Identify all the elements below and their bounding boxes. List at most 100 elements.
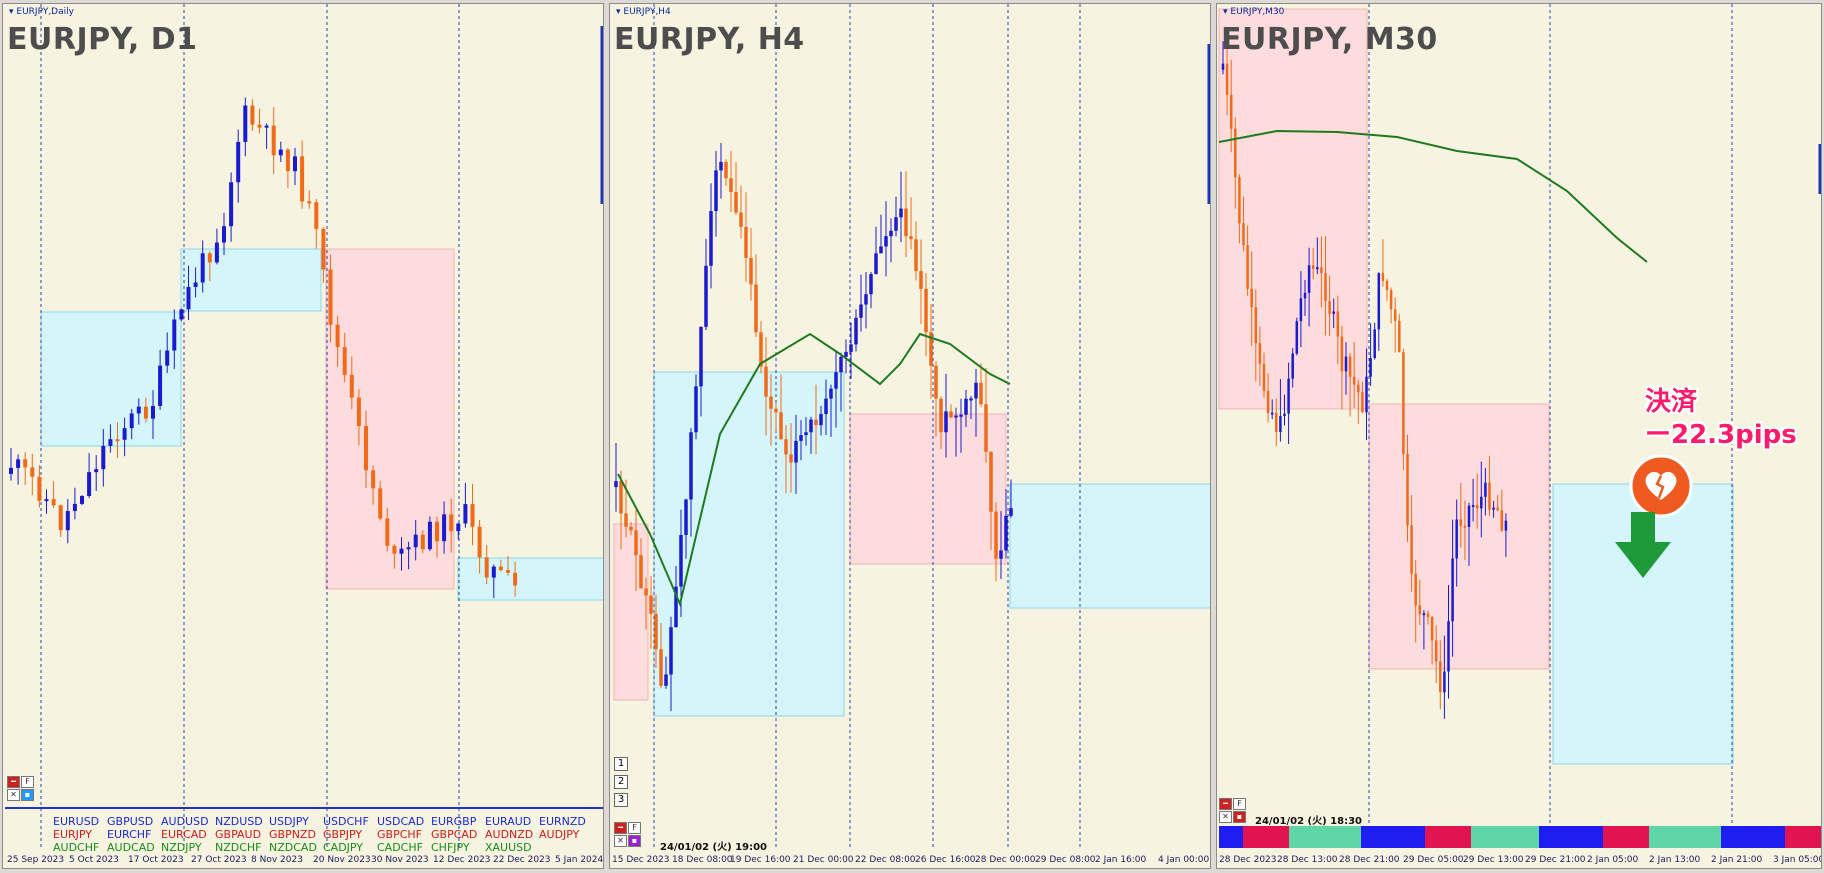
candle-body <box>714 170 718 212</box>
currency-pair-link[interactable]: NZDCAD <box>269 841 317 854</box>
candle-body <box>136 406 141 414</box>
square-toggle-button[interactable]: ▪ <box>628 835 641 847</box>
price-chart-h4[interactable] <box>610 4 1211 869</box>
candle-body <box>1270 412 1274 415</box>
candle-body <box>1357 384 1360 393</box>
currency-pair-link[interactable]: AUDUSD <box>161 815 209 828</box>
currency-pair-link[interactable]: GBPUSD <box>107 815 154 828</box>
currency-pair-link[interactable]: NZDJPY <box>161 841 202 854</box>
candle-body <box>1299 298 1303 322</box>
chart-panel-d1[interactable]: ▾ EURJPY,Daily EURJPY, D1 ━ F ✕ ▪ EURUSD… <box>2 3 604 869</box>
f-button[interactable]: F <box>628 822 641 834</box>
price-chart-d1[interactable] <box>3 4 604 869</box>
currency-pair-link[interactable]: EURNZD <box>539 815 586 828</box>
template-button-1[interactable]: 1 <box>614 757 628 771</box>
session-segment <box>1219 826 1243 848</box>
candle-body <box>108 439 113 446</box>
candle-body <box>1422 613 1426 616</box>
candle-body <box>1414 573 1417 606</box>
candle-body <box>420 534 425 550</box>
template-button-3[interactable]: 3 <box>614 793 628 807</box>
bar-timestamp: 24/01/02 (火) 18:30 <box>1255 816 1362 827</box>
candle-body <box>1229 94 1233 129</box>
minimize-icon[interactable]: ━ <box>7 776 20 788</box>
candle-body <box>1291 353 1294 379</box>
currency-pair-link[interactable]: AUDCHF <box>53 841 100 854</box>
currency-pair-link[interactable]: CADJPY <box>323 841 364 854</box>
currency-pair-link[interactable]: USDCAD <box>377 815 425 828</box>
currency-pair-link[interactable]: CHFJPY <box>431 841 470 854</box>
candle-body <box>804 432 808 436</box>
candle-body <box>513 572 518 586</box>
time-axis-label: 29 Dec 08:00 <box>1035 855 1096 865</box>
time-axis-label: 2 Jan 13:00 <box>1649 855 1701 865</box>
zone-box <box>325 248 455 590</box>
currency-pair-link[interactable]: EURCHF <box>107 828 152 841</box>
candle-body <box>1439 661 1442 693</box>
currency-pair-link[interactable]: EURGBP <box>431 815 477 828</box>
template-button-2[interactable]: 2 <box>614 775 628 789</box>
currency-pair-link[interactable]: EURCAD <box>161 828 207 841</box>
candle-body <box>342 347 347 375</box>
candle-body <box>122 428 127 440</box>
candle-body <box>729 178 733 193</box>
session-segment <box>1361 826 1425 848</box>
square-toggle-button[interactable]: ▪ <box>1233 811 1246 823</box>
dropdown-icon[interactable]: ▾ <box>616 7 621 17</box>
currency-pair-link[interactable]: EURUSD <box>53 815 100 828</box>
chart-panel-m30[interactable]: ▾ EURJPY,M30 EURJPY, M30 ━ F ✕ ▪ 24/01/0… <box>1216 3 1822 869</box>
time-axis-label: 15 Dec 2023 <box>612 855 670 865</box>
candle-body <box>944 411 948 433</box>
minimize-icon[interactable]: ━ <box>1219 798 1232 810</box>
broken-heart-icon <box>1629 454 1693 518</box>
currency-pair-link[interactable]: USDCHF <box>323 815 369 828</box>
candle-body <box>649 595 653 614</box>
candle-body <box>1393 309 1397 321</box>
candle-body <box>854 317 858 345</box>
session-segment <box>1603 826 1649 848</box>
minimize-icon[interactable]: ━ <box>614 822 627 834</box>
close-icon[interactable]: ✕ <box>1219 811 1232 823</box>
zone-box <box>457 557 603 601</box>
f-button[interactable]: F <box>21 776 34 788</box>
currency-pair-link[interactable]: AUDCAD <box>107 841 155 854</box>
currency-pair-link[interactable]: EURJPY <box>53 828 92 841</box>
currency-pair-link[interactable]: AUDNZD <box>485 828 534 841</box>
candle-body <box>1262 363 1266 391</box>
candle-body <box>1459 519 1463 526</box>
square-toggle-button[interactable]: ▪ <box>21 789 34 801</box>
candle-body <box>1463 525 1467 528</box>
currency-pair-link[interactable]: XAUUSD <box>485 841 532 854</box>
currency-pair-link[interactable]: CADCHF <box>377 841 423 854</box>
currency-pair-link[interactable]: AUDJPY <box>539 828 580 841</box>
currency-pair-link[interactable] <box>539 841 593 854</box>
time-axis-label: 2 Jan 16:00 <box>1095 855 1147 865</box>
candle-body <box>335 324 340 348</box>
f-button[interactable]: F <box>1233 798 1246 810</box>
window-title-text: EURJPY,Daily <box>16 7 74 17</box>
close-icon[interactable]: ✕ <box>614 835 627 847</box>
currency-pair-link[interactable]: GBPCAD <box>431 828 478 841</box>
currency-pair-link[interactable]: GBPCHF <box>377 828 422 841</box>
dropdown-icon[interactable]: ▾ <box>9 7 14 17</box>
candle-body <box>1455 519 1458 559</box>
candle-body <box>307 201 312 204</box>
currency-pair-link[interactable]: EURAUD <box>485 815 532 828</box>
candle-body <box>724 161 728 179</box>
candle-body <box>371 470 376 489</box>
candle-body <box>1283 413 1286 417</box>
dropdown-icon[interactable]: ▾ <box>1223 7 1228 17</box>
candle-body <box>934 365 938 399</box>
currency-pair-link[interactable]: GBPNZD <box>269 828 316 841</box>
currency-pair-link[interactable]: GBPJPY <box>323 828 363 841</box>
price-chart-m30[interactable] <box>1217 4 1822 869</box>
close-icon[interactable]: ✕ <box>7 789 20 801</box>
candle-body <box>214 242 219 263</box>
chart-panel-h4[interactable]: ▾ EURJPY,H4 EURJPY, H4 1 2 3 ━ F ✕ ▪ 24/… <box>609 3 1211 869</box>
currency-pair-link[interactable]: NZDUSD <box>215 815 263 828</box>
candle-body <box>909 236 913 240</box>
currency-pair-link[interactable]: NZDCHF <box>215 841 262 854</box>
currency-pair-link[interactable]: USDJPY <box>269 815 309 828</box>
currency-pair-link[interactable]: GBPAUD <box>215 828 262 841</box>
time-axis-label: 26 Dec 16:00 <box>915 855 976 865</box>
